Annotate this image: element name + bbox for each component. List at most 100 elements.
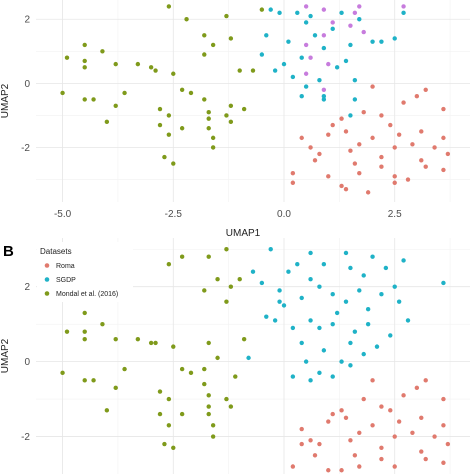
data-point bbox=[188, 90, 194, 96]
data-point bbox=[396, 419, 402, 424]
data-point bbox=[312, 158, 318, 163]
data-point bbox=[357, 288, 362, 293]
data-point bbox=[365, 190, 371, 195]
data-point bbox=[299, 93, 304, 99]
data-point bbox=[308, 55, 313, 60]
data-point bbox=[303, 4, 309, 9]
data-point bbox=[308, 13, 313, 19]
data-point bbox=[210, 135, 216, 141]
data-point bbox=[441, 280, 446, 286]
data-point bbox=[179, 87, 185, 92]
data-point bbox=[330, 374, 335, 379]
data-point bbox=[330, 411, 335, 417]
legend-label: Mondal et al. (2016) bbox=[56, 291, 118, 298]
legend-title: Datasets bbox=[40, 247, 72, 256]
data-point bbox=[374, 344, 380, 349]
data-point bbox=[179, 254, 185, 259]
data-point bbox=[184, 17, 189, 22]
data-point bbox=[228, 103, 234, 109]
data-point bbox=[179, 366, 185, 372]
data-point bbox=[326, 61, 331, 67]
data-point bbox=[250, 269, 256, 274]
data-point bbox=[290, 180, 296, 185]
data-point bbox=[295, 262, 300, 267]
data-point bbox=[401, 258, 406, 263]
data-point bbox=[396, 299, 402, 304]
data-point bbox=[348, 438, 353, 443]
data-point bbox=[352, 77, 358, 83]
data-point bbox=[410, 430, 415, 435]
data-point bbox=[82, 329, 87, 334]
data-point bbox=[277, 288, 282, 293]
data-point bbox=[224, 247, 229, 252]
data-point bbox=[82, 97, 87, 102]
data-point bbox=[401, 100, 406, 105]
data-point bbox=[272, 68, 278, 73]
data-point bbox=[388, 333, 393, 338]
legend: Datasets Roma SGDP Mondal et al. (2016) bbox=[37, 242, 133, 302]
data-point bbox=[237, 277, 242, 282]
data-point bbox=[392, 464, 397, 469]
data-point bbox=[157, 411, 163, 417]
data-point bbox=[321, 87, 327, 92]
data-point bbox=[224, 396, 229, 402]
legend-key bbox=[44, 291, 50, 296]
legend-label: Roma bbox=[56, 263, 75, 270]
data-point bbox=[202, 366, 207, 372]
data-point bbox=[334, 65, 340, 70]
data-point bbox=[277, 299, 282, 304]
data-point bbox=[82, 336, 87, 342]
data-point bbox=[179, 411, 185, 417]
data-point bbox=[228, 404, 234, 409]
data-point bbox=[286, 39, 291, 44]
data-point bbox=[379, 164, 384, 169]
data-point bbox=[339, 359, 344, 364]
data-point bbox=[321, 33, 327, 38]
data-point bbox=[432, 434, 437, 439]
data-point bbox=[321, 7, 327, 12]
data-point bbox=[264, 33, 269, 38]
data-point bbox=[113, 103, 118, 109]
data-point bbox=[228, 119, 234, 125]
data-point bbox=[228, 36, 234, 41]
data-point bbox=[361, 110, 366, 115]
data-point bbox=[104, 408, 110, 413]
data-point bbox=[343, 250, 349, 256]
data-point bbox=[401, 393, 406, 398]
data-point bbox=[357, 17, 362, 22]
grid-lines bbox=[36, 238, 470, 474]
data-point bbox=[410, 142, 415, 147]
data-point bbox=[303, 71, 309, 76]
data-point bbox=[357, 430, 362, 435]
data-point bbox=[379, 113, 384, 118]
data-point bbox=[135, 61, 141, 67]
data-point bbox=[370, 423, 375, 428]
data-point bbox=[441, 106, 446, 112]
data-point bbox=[401, 10, 406, 16]
data-point bbox=[343, 58, 349, 64]
data-point bbox=[286, 269, 291, 274]
data-point bbox=[326, 468, 331, 473]
panel-letter: B bbox=[3, 243, 14, 260]
data-point bbox=[259, 280, 265, 286]
data-point bbox=[441, 167, 446, 173]
data-point bbox=[290, 464, 296, 469]
data-point bbox=[330, 122, 335, 128]
data-point bbox=[264, 314, 269, 319]
data-point bbox=[290, 170, 296, 176]
y-axis-title: UMAP2 bbox=[0, 338, 11, 373]
x-tick-label: 2.5 bbox=[388, 209, 402, 220]
data-point bbox=[60, 370, 65, 376]
series-3 bbox=[290, 84, 451, 195]
data-point bbox=[339, 408, 344, 413]
data-point bbox=[321, 93, 327, 99]
data-point bbox=[361, 273, 366, 278]
data-point bbox=[339, 468, 344, 473]
data-point bbox=[365, 306, 371, 312]
data-point bbox=[206, 340, 211, 346]
data-point bbox=[352, 453, 358, 458]
data-point bbox=[202, 33, 207, 38]
data-point bbox=[303, 42, 309, 48]
data-point bbox=[365, 321, 371, 327]
legend-key bbox=[44, 277, 50, 282]
